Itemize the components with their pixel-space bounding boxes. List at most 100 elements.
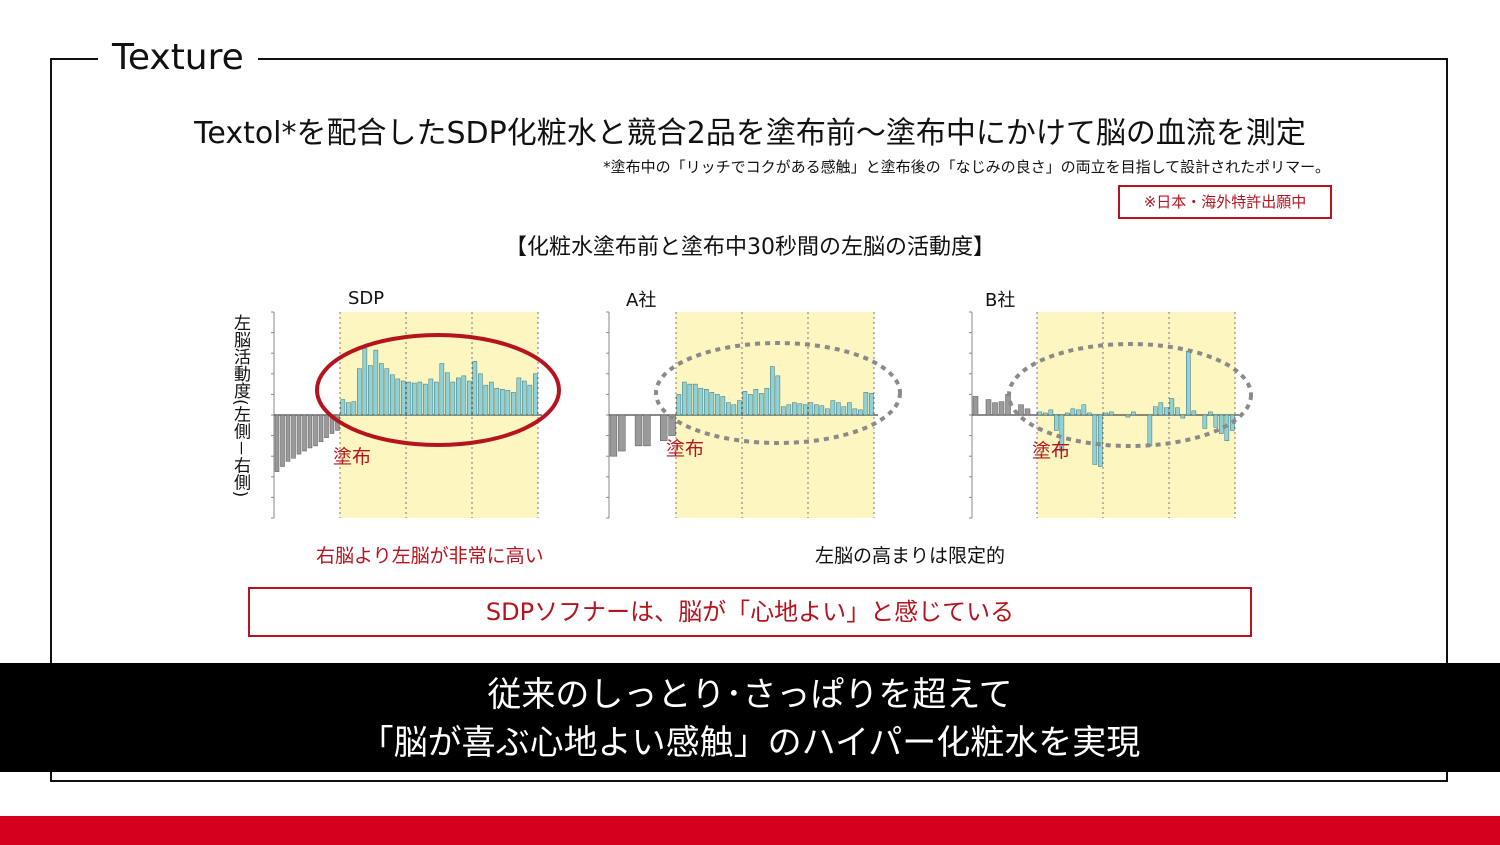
bar-during-0-22 <box>461 375 467 416</box>
bar-during-1-5 <box>704 389 709 416</box>
bottom-banner: 従来のしっとり･さっぱりを超えて 「脳が喜ぶ心地よい感触」のハイパー化粧水を実現 <box>0 663 1500 772</box>
bar-before-0-0 <box>274 414 280 472</box>
highlight-ellipse-0 <box>315 333 561 447</box>
bar-during-1-32 <box>852 408 858 416</box>
bar-during-2-4 <box>1059 414 1065 452</box>
bar-during-1-9 <box>726 402 731 416</box>
y-axis-label: 左脳活動度(左側－右側) <box>230 313 250 498</box>
patent-badge: ※日本・海外特許出願中 <box>1118 185 1332 219</box>
bar-during-0-13 <box>412 382 417 416</box>
bar-during-1-0 <box>676 394 682 416</box>
bar-before-1-4 <box>643 414 651 447</box>
bar-during-2-1 <box>1043 412 1048 416</box>
bar-before-1-3 <box>634 414 643 447</box>
bar-during-0-18 <box>439 363 445 416</box>
bar-during-0-31 <box>511 392 516 416</box>
bar-during-2-12 <box>1103 412 1109 416</box>
bar-during-2-8 <box>1081 404 1087 416</box>
bar-during-1-13 <box>748 394 753 416</box>
bar-during-0-29 <box>500 389 505 416</box>
bar-during-1-24 <box>808 402 814 416</box>
panel-label-company-b: B社 <box>985 290 1016 311</box>
bar-before-1-0 <box>609 414 618 457</box>
bar-during-1-6 <box>709 392 715 416</box>
bar-during-0-27 <box>489 381 494 416</box>
bar-during-1-26 <box>819 405 825 416</box>
bar-before-0-2 <box>285 414 291 462</box>
bar-during-2-21 <box>1153 406 1158 416</box>
bar-during-1-35 <box>869 393 874 416</box>
bar-during-1-2 <box>687 383 693 416</box>
bar-during-1-31 <box>847 402 852 416</box>
bar-during-0-4 <box>362 347 368 416</box>
bar-before-2-7 <box>1018 404 1024 416</box>
bar-during-0-10 <box>395 378 401 416</box>
bar-during-2-33 <box>1219 414 1224 434</box>
bar-during-0-25 <box>478 373 483 416</box>
footnote: *塗布中の「リッチでコクがある感触」と塗布後の「なじみの良さ」の両立を目指して設… <box>603 158 1330 176</box>
banner-line-1: 従来のしっとり･さっぱりを超えて <box>487 675 1013 715</box>
finding-competitors: 左脳の高まりは限定的 <box>815 545 1006 567</box>
bar-during-1-27 <box>825 408 830 416</box>
bar-during-1-1 <box>682 381 687 416</box>
bar-during-2-16 <box>1125 414 1131 418</box>
bar-during-2-13 <box>1109 411 1114 416</box>
bar-during-2-10 <box>1092 414 1098 465</box>
bar-during-1-17 <box>770 366 775 416</box>
bar-during-1-19 <box>781 406 786 416</box>
bar-during-0-9 <box>390 374 395 416</box>
bar-during-0-21 <box>456 377 461 416</box>
bar-during-2-22 <box>1158 402 1164 416</box>
bar-during-2-24 <box>1169 398 1175 416</box>
bar-during-1-14 <box>753 389 759 416</box>
bar-during-1-28 <box>830 400 836 416</box>
bar-during-1-10 <box>731 404 737 416</box>
bar-during-0-33 <box>522 380 527 416</box>
apply-label-company-b: 塗布 <box>1032 440 1071 462</box>
bar-during-2-0 <box>1037 411 1043 416</box>
bar-during-0-8 <box>384 368 390 416</box>
bar-during-2-32 <box>1213 414 1219 428</box>
bar-during-1-8 <box>720 396 726 416</box>
bar-during-0-24 <box>472 361 478 416</box>
bar-during-0-20 <box>450 381 456 416</box>
bar-during-1-21 <box>792 402 797 416</box>
bar-during-2-3 <box>1054 414 1059 431</box>
conclusion-box: SDPソフナーは、脳が「心地よい」と感じている <box>248 587 1252 637</box>
bar-during-1-30 <box>841 406 847 416</box>
bar-before-2-3 <box>992 402 998 416</box>
bar-before-0-4 <box>296 414 302 455</box>
bar-during-0-5 <box>368 365 373 416</box>
bar-during-0-12 <box>406 381 412 416</box>
bar-during-2-26 <box>1180 414 1186 419</box>
bar-before-2-0 <box>972 396 979 416</box>
apply-label-company-a: 塗布 <box>666 438 705 460</box>
bar-during-0-32 <box>516 377 522 416</box>
bar-before-0-6 <box>307 414 313 449</box>
bar-during-1-22 <box>797 403 803 416</box>
bar-during-0-3 <box>357 368 362 416</box>
bar-during-1-11 <box>737 400 742 416</box>
bar-during-0-6 <box>373 349 379 416</box>
headline: Textol*を配合したSDP化粧水と競合2品を塗布前～塗布中にかけて脳の血流を… <box>194 116 1306 151</box>
bar-during-1-29 <box>836 402 841 416</box>
bar-during-1-3 <box>693 383 698 416</box>
bar-during-1-7 <box>715 394 720 416</box>
bar-during-2-5 <box>1065 412 1070 416</box>
bar-during-0-17 <box>434 381 439 416</box>
bar-during-0-15 <box>423 383 428 416</box>
bar-before-0-5 <box>302 414 307 452</box>
bar-before-2-4 <box>998 401 1005 416</box>
bar-during-1-12 <box>742 391 748 416</box>
highlight-ellipse-1 <box>654 341 902 445</box>
bar-during-1-4 <box>698 387 704 416</box>
chart-title: 【化粧水塗布前と塗布中30秒間の左脳の活動度】 <box>505 235 995 260</box>
bar-before-2-8 <box>1024 408 1031 416</box>
bar-during-2-27 <box>1186 350 1191 416</box>
bar-during-1-15 <box>759 393 764 416</box>
bar-during-0-19 <box>445 372 450 416</box>
bar-before-0-7 <box>313 414 318 447</box>
bar-during-2-31 <box>1208 411 1213 416</box>
bar-during-1-25 <box>814 404 819 416</box>
bar-during-2-20 <box>1147 414 1153 447</box>
